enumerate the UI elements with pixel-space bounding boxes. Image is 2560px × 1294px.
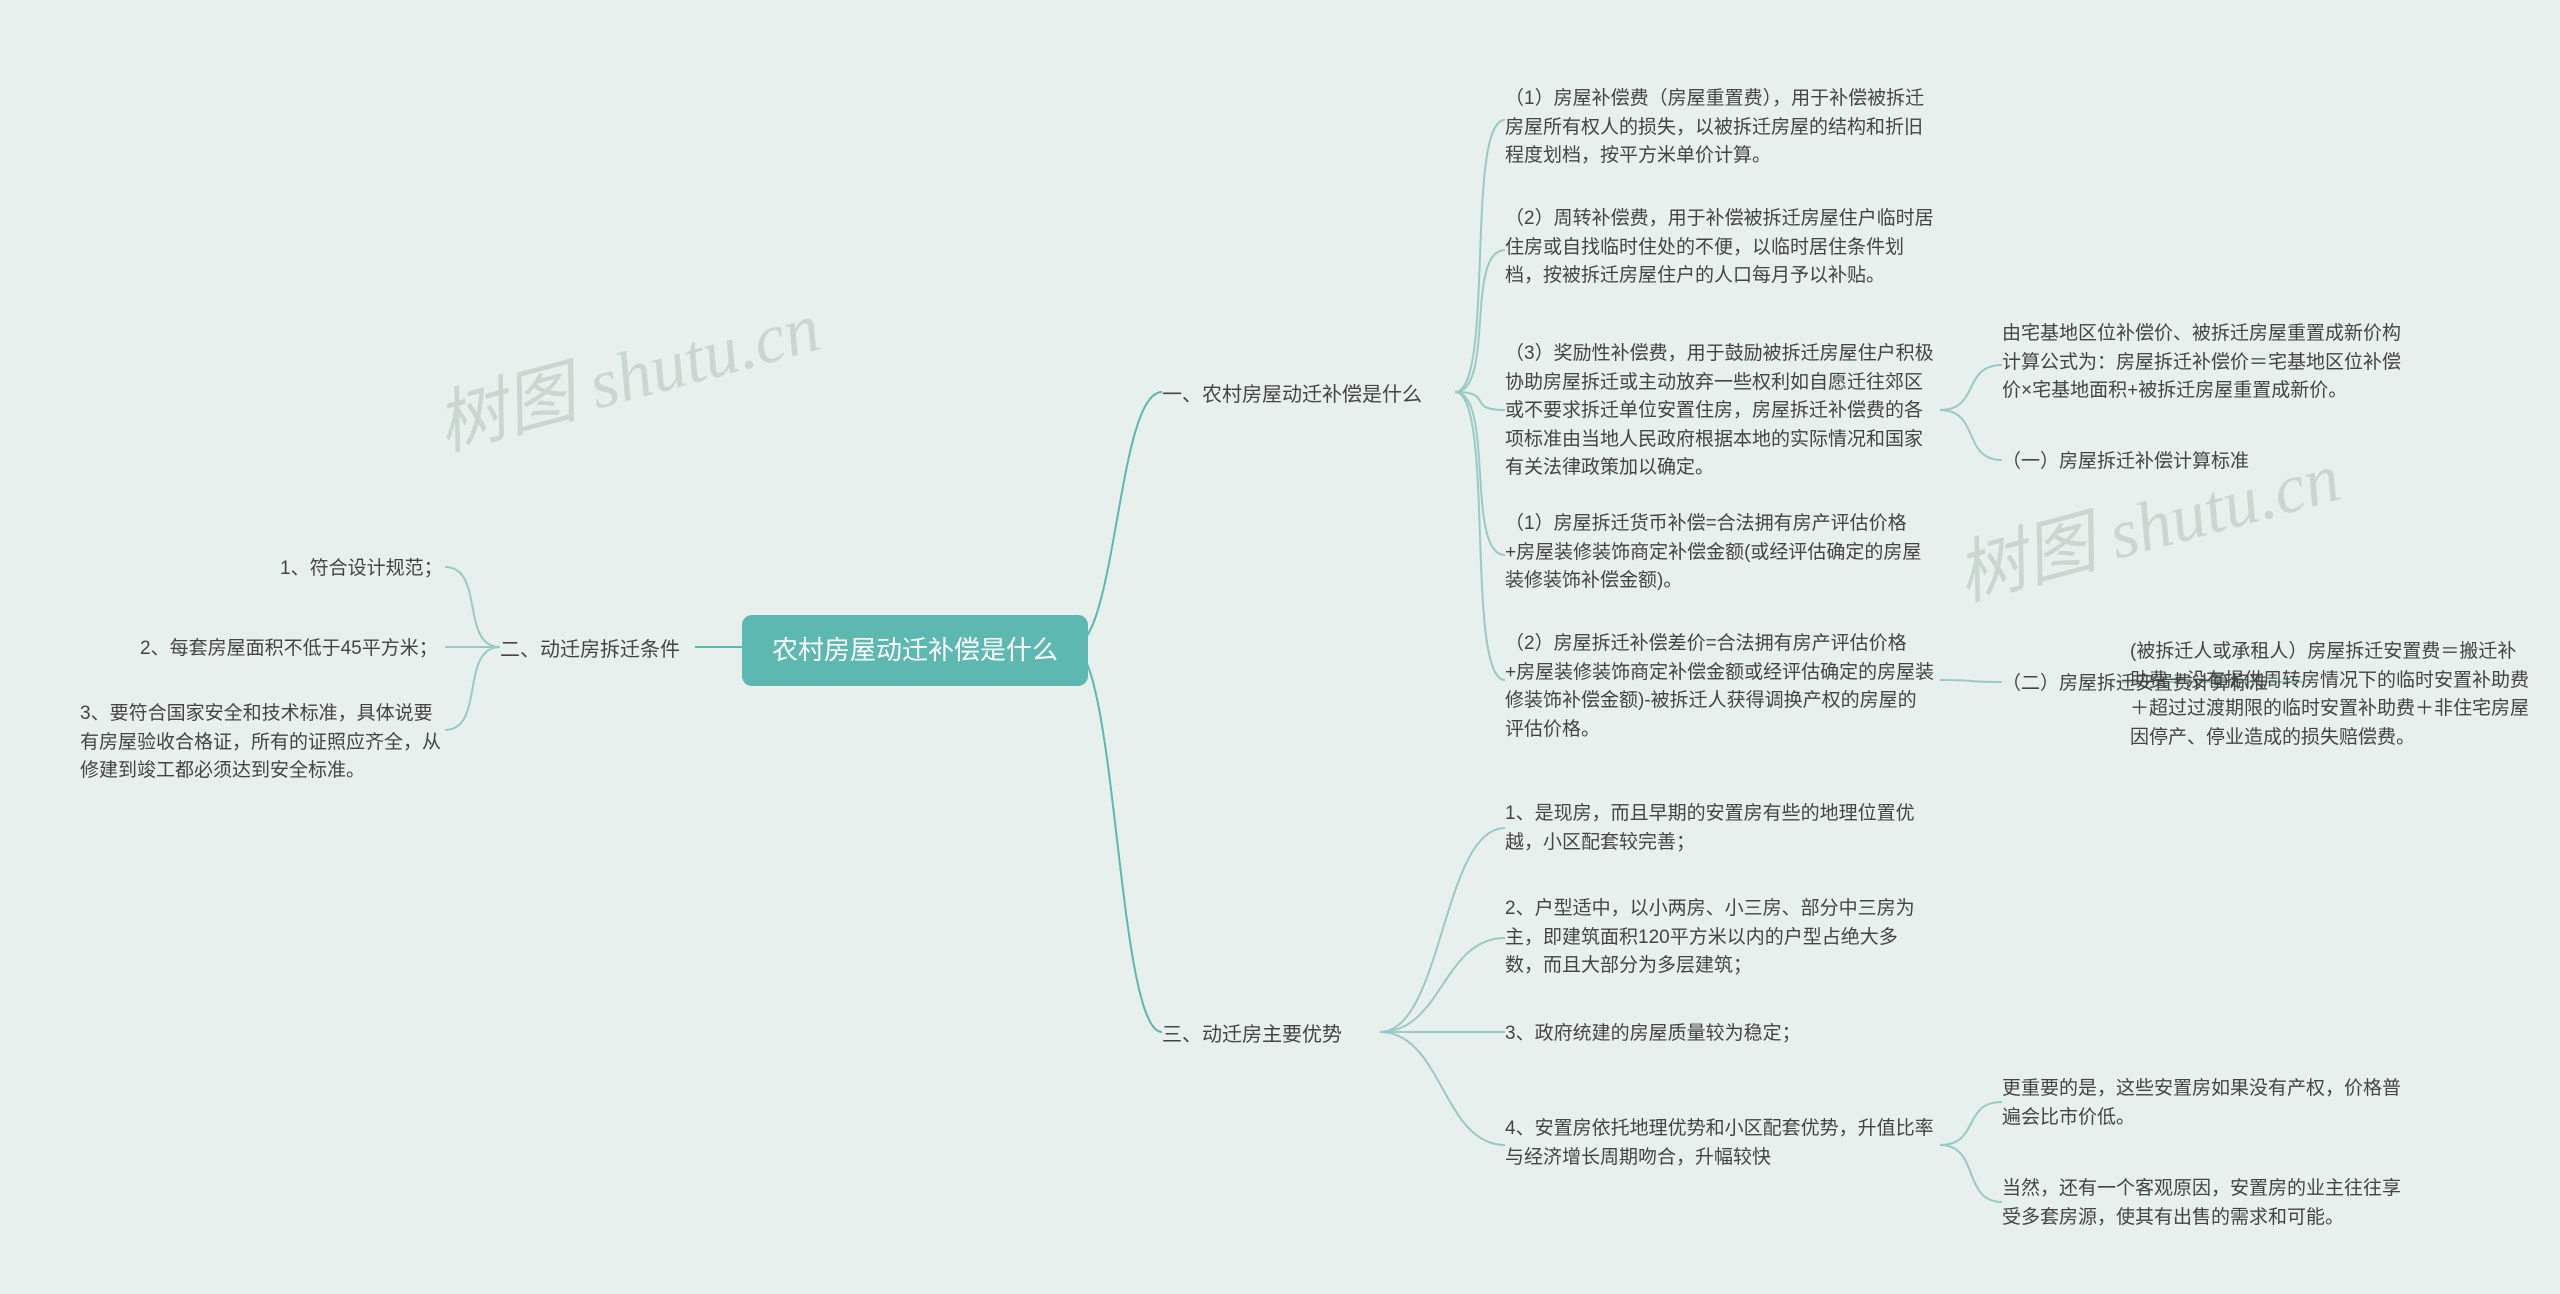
leaf-node[interactable]: （3）奖励性补偿费，用于鼓励被拆迁房屋住户积极协助房屋拆迁或主动放弃一些权利如自… bbox=[1505, 340, 1935, 483]
leaf-node[interactable]: 2、户型适中，以小两房、小三房、部分中三房为主，即建筑面积120平方米以内的户型… bbox=[1505, 895, 1935, 981]
leaf-node[interactable]: 3、要符合国家安全和技术标准，具体说要有房屋验收合格证，所有的证照应齐全，从修建… bbox=[80, 700, 450, 786]
leaf-node[interactable]: 2、每套房屋面积不低于45平方米； bbox=[140, 635, 438, 664]
branch-node[interactable]: 一、农村房屋动迁补偿是什么 bbox=[1162, 380, 1422, 410]
leaf-node[interactable]: 3、政府统建的房屋质量较为稳定； bbox=[1505, 1020, 1801, 1049]
leaf-node[interactable]: （2）房屋拆迁补偿差价=合法拥有房产评估价格+房屋装修装饰商定补偿金额或经评估确… bbox=[1505, 630, 1935, 744]
leaf-node[interactable]: (被拆迁人或承租人）房屋拆迁安置费＝搬迁补助费＋没有提供周转房情况下的临时安置补… bbox=[2130, 638, 2530, 752]
leaf-node[interactable]: （2）周转补偿费，用于补偿被拆迁房屋住户临时居住房或自找临时住处的不便，以临时居… bbox=[1505, 205, 1935, 291]
leaf-node[interactable]: 当然，还有一个客观原因，安置房的业主往往享受多套房源，使其有出售的需求和可能。 bbox=[2002, 1175, 2402, 1232]
leaf-node[interactable]: 更重要的是，这些安置房如果没有产权，价格普遍会比市价低。 bbox=[2002, 1075, 2402, 1132]
mindmap-canvas: 树图 shutu.cn 树图 shutu.cn 农村房屋动迁补偿是什么 一、农村… bbox=[0, 0, 2560, 1294]
branch-node[interactable]: 二、动迁房拆迁条件 bbox=[500, 635, 680, 665]
leaf-node[interactable]: 1、是现房，而且早期的安置房有些的地理位置优越，小区配套较完善； bbox=[1505, 800, 1935, 857]
leaf-node[interactable]: 4、安置房依托地理优势和小区配套优势，升值比率与经济增长周期吻合，升幅较快 bbox=[1505, 1115, 1935, 1172]
branch-node[interactable]: 三、动迁房主要优势 bbox=[1162, 1020, 1342, 1050]
leaf-node[interactable]: 由宅基地区位补偿价、被拆迁房屋重置成新价构计算公式为：房屋拆迁补偿价＝宅基地区位… bbox=[2002, 320, 2402, 406]
leaf-node[interactable]: （一）房屋拆迁补偿计算标准 bbox=[2002, 448, 2249, 477]
watermark: 树图 shutu.cn bbox=[424, 271, 830, 470]
root-node[interactable]: 农村房屋动迁补偿是什么 bbox=[742, 615, 1088, 686]
leaf-node[interactable]: （1）房屋补偿费（房屋重置费），用于补偿被拆迁房屋所有权人的损失，以被拆迁房屋的… bbox=[1505, 85, 1935, 171]
leaf-node[interactable]: 1、符合设计规范； bbox=[280, 555, 443, 584]
leaf-node[interactable]: （1）房屋拆迁货币补偿=合法拥有房产评估价格+房屋装修装饰商定补偿金额(或经评估… bbox=[1505, 510, 1935, 596]
